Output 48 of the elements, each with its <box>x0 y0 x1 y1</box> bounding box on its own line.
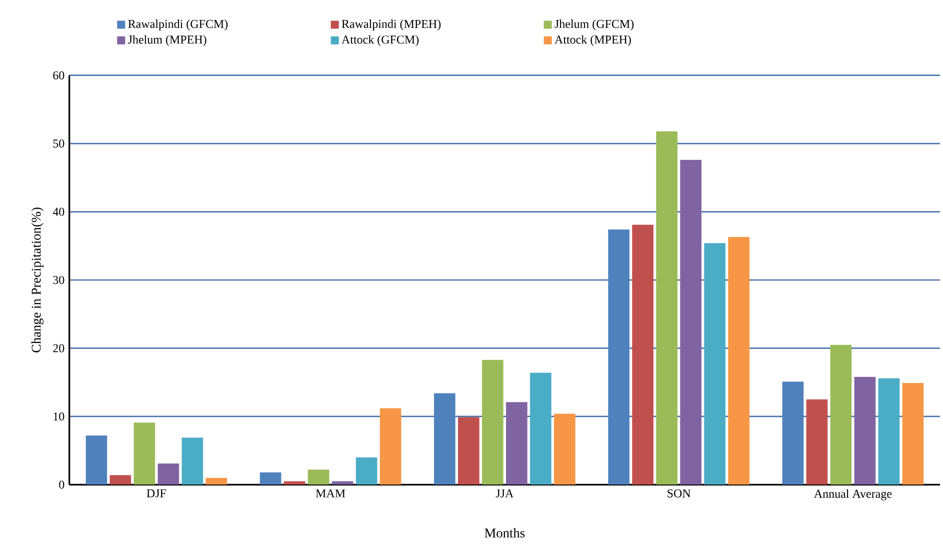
y-tick-label: 40 <box>52 208 64 216</box>
x-tick-label: Annual Average <box>814 489 892 500</box>
bar <box>854 376 876 485</box>
bar <box>680 160 702 485</box>
bar <box>134 422 156 485</box>
y-axis-title: Change in Precipitation(%) <box>31 208 44 352</box>
bar <box>704 243 726 485</box>
bar <box>554 414 576 485</box>
bar <box>482 360 504 485</box>
legend-label: Attock (MPEH) <box>554 35 631 46</box>
bar <box>506 402 528 485</box>
x-tick-label: JJA <box>496 489 514 498</box>
bar <box>878 378 900 485</box>
y-tick-label: 20 <box>53 344 64 352</box>
y-tick-label: 50 <box>53 140 64 148</box>
x-axis-title: Months <box>484 528 525 538</box>
legend-label: Rawalpindi (MPEH) <box>342 20 441 30</box>
legend-label: Rawalpindi (GFCM) <box>128 20 228 30</box>
y-tick-label: 10 <box>54 412 64 421</box>
bar <box>110 475 132 485</box>
bar <box>260 472 282 485</box>
bar <box>86 436 108 485</box>
bar <box>308 470 330 485</box>
bar <box>806 399 828 485</box>
bar <box>206 478 228 485</box>
bar <box>434 393 456 485</box>
y-tick-label: 30 <box>53 276 64 284</box>
bar <box>530 372 552 485</box>
bar <box>380 408 402 485</box>
bar <box>608 230 630 485</box>
bar <box>902 383 924 485</box>
legend-label: Jhelum (GFCM) <box>554 20 634 30</box>
bar <box>656 131 678 485</box>
bar <box>182 438 204 485</box>
bar <box>458 417 480 485</box>
x-tick-label: DJF <box>146 489 166 498</box>
bar <box>158 464 180 485</box>
bar <box>728 237 750 485</box>
bar <box>356 457 378 485</box>
bar <box>632 224 654 485</box>
bar <box>782 382 804 485</box>
y-tick-label: 60 <box>53 71 64 80</box>
x-tick-label: SON <box>668 489 691 498</box>
x-tick-label: MAM <box>316 489 346 498</box>
y-tick-label: 0 <box>59 480 64 489</box>
legend-label: Jhelum (MPEH) <box>128 35 206 46</box>
bar <box>830 344 852 485</box>
legend-label: Attock (GFCM) <box>342 35 419 46</box>
